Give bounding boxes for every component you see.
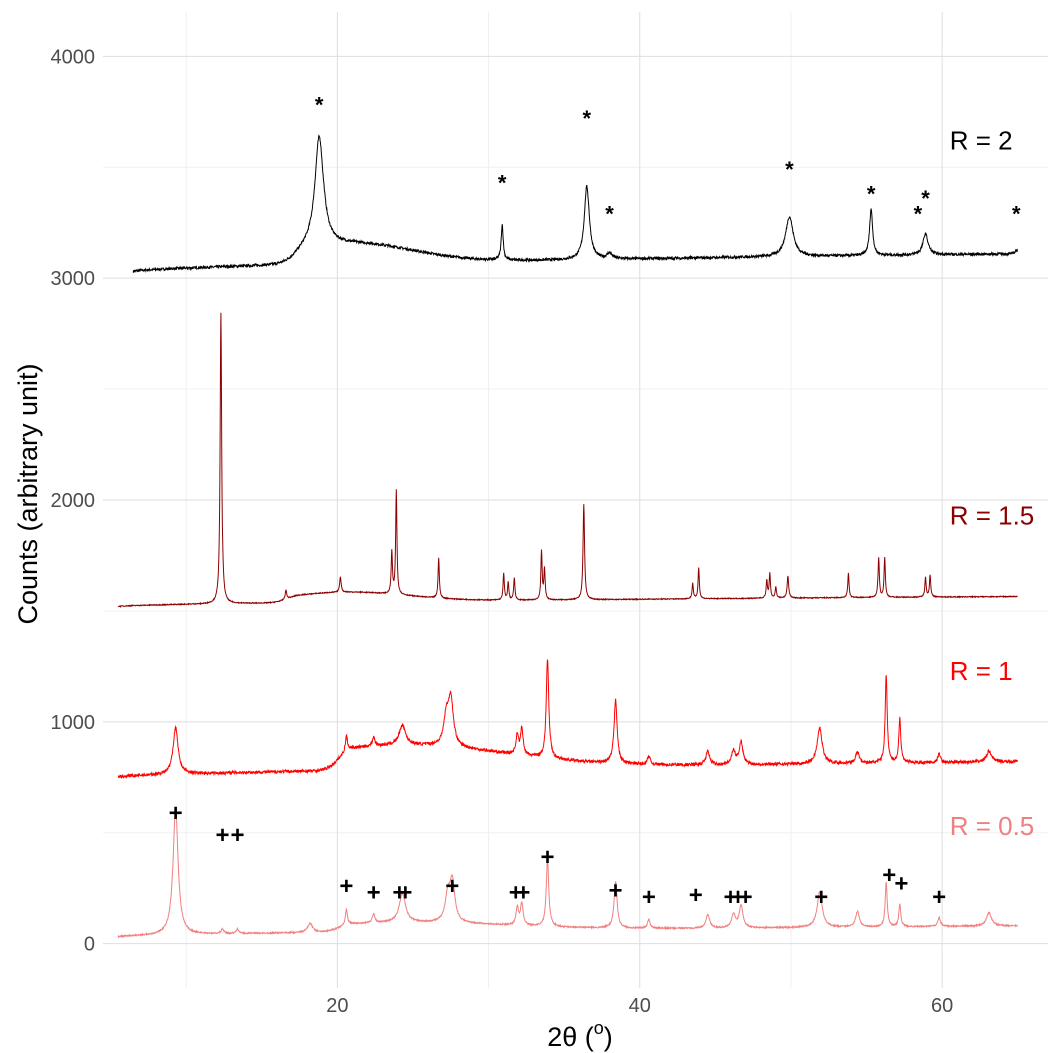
star-marker: * — [921, 186, 930, 211]
x-tick-label: 20 — [326, 995, 348, 1017]
x-tick-labels: 20 40 60 — [326, 995, 953, 1017]
plus-marker: + — [642, 884, 656, 911]
series-label: R = 1 — [950, 656, 1013, 686]
x-axis-title: 2θ (o) — [547, 1018, 613, 1052]
plus-marker: + — [689, 882, 703, 909]
star-marker: * — [583, 106, 592, 131]
star-marker: * — [315, 93, 324, 118]
star-marker: * — [785, 157, 794, 182]
plus-marker: + — [339, 873, 353, 900]
series-line — [118, 660, 1017, 779]
y-tick-label: 1000 — [51, 712, 96, 734]
plus-marker: + — [169, 800, 183, 827]
x-axis-title-close: ) — [604, 1022, 613, 1052]
plus-marker: + — [231, 822, 245, 849]
plus-marker: + — [445, 873, 459, 900]
x-axis-title-main: 2θ ( — [547, 1022, 594, 1052]
y-tick-label: 4000 — [51, 46, 96, 68]
plus-marker: + — [516, 880, 530, 907]
star-marker: * — [867, 181, 876, 206]
series-lines — [118, 136, 1017, 937]
plus-marker: + — [894, 871, 908, 898]
x-axis-title-superscript: o — [594, 1018, 604, 1038]
peak-markers: *********++ ++ + ++ + ++++ + + +++ +++ + — [169, 93, 1021, 911]
plus-marker: + — [367, 880, 381, 907]
star-marker: * — [1012, 201, 1021, 226]
series-line — [118, 313, 1017, 607]
plus-marker: + — [739, 884, 753, 911]
series-labels: R = 2 R = 1.5 R = 1 R = 0.5 — [950, 126, 1035, 841]
y-axis-title: Counts (arbitrary unit) — [13, 363, 43, 624]
x-tick-label: 40 — [629, 995, 651, 1017]
y-tick-label: 2000 — [51, 490, 96, 512]
grid-major — [103, 12, 1048, 988]
plus-marker: + — [215, 822, 229, 849]
star-marker: * — [498, 170, 507, 195]
series-label: R = 2 — [950, 126, 1013, 156]
plus-marker: + — [609, 877, 623, 904]
x-tick-label: 60 — [931, 995, 953, 1017]
series-label: R = 1.5 — [950, 501, 1035, 531]
plus-marker: + — [541, 844, 555, 871]
plus-marker: + — [814, 884, 828, 911]
y-tick-label: 0 — [84, 934, 95, 956]
star-marker: * — [605, 201, 614, 226]
series-line — [133, 136, 1017, 273]
y-tick-label: 3000 — [51, 268, 96, 290]
y-tick-labels: 0 1000 2000 3000 4000 — [51, 46, 96, 955]
series-label: R = 0.5 — [950, 811, 1035, 841]
plus-marker: + — [932, 884, 946, 911]
plus-marker: + — [398, 880, 412, 907]
